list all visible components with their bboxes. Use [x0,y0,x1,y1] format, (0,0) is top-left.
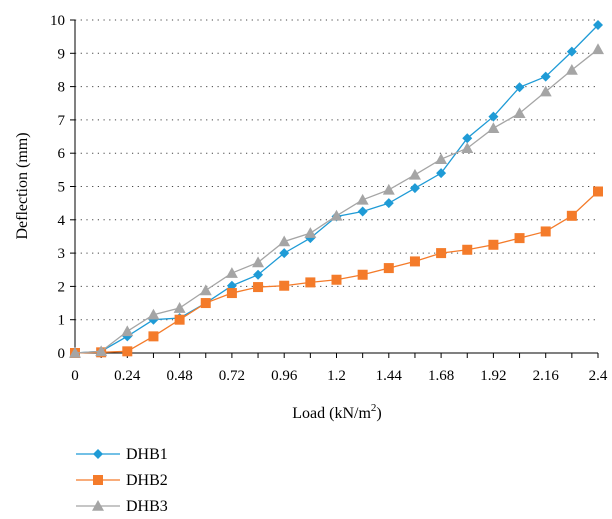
data-point-dhb3 [435,153,448,164]
x-tick-label: 0.96 [271,368,298,384]
data-point-dhb1 [540,71,551,82]
data-point-dhb1 [593,19,603,30]
data-point-dhb2 [122,346,133,357]
y-tick-label: 9 [58,46,66,62]
data-point-dhb2 [174,314,185,325]
legend-label-dhb2: DHB2 [126,472,168,489]
data-point-dhb3 [173,302,186,313]
legend-marker-dhb3 [92,500,104,511]
data-point-dhb1 [514,82,525,93]
data-point-dhb3 [95,345,108,357]
data-point-dhb2 [279,280,290,291]
y-tick-labels: 0 1 2 3 4 5 6 7 8 9 10 [50,13,66,362]
data-point-dhb1 [383,198,394,209]
data-point-dhb2 [593,186,603,197]
data-point-dhb3 [304,227,317,238]
plot-area [69,19,604,358]
data-point-dhb2 [305,277,316,288]
data-point-dhb1 [357,206,368,217]
y-tick-label: 8 [58,80,66,96]
data-point-dhb3 [147,308,160,320]
data-point-dhb2 [331,274,342,285]
legend-label-dhb1: DHB1 [126,446,168,463]
data-point-dhb3 [225,267,238,278]
x-axis-title-end: ) [376,405,381,422]
x-tick-label: 2.16 [533,368,560,384]
data-point-dhb3 [487,122,500,134]
x-tick-label: 1.92 [480,368,506,384]
data-point-dhb2 [409,256,420,267]
y-tick-label: 7 [58,113,66,129]
x-tick-label: 0 [71,368,79,384]
y-tick-label: 1 [58,313,66,329]
x-tick-label: 0.24 [114,368,141,384]
legend-item-dhb1: DHB1 [76,446,168,463]
series-dhb1 [70,19,603,358]
data-point-dhb1 [566,46,577,57]
data-point-dhb2 [383,263,394,274]
data-point-dhb2 [436,248,447,259]
legend-item-dhb2: DHB2 [76,472,168,489]
data-point-dhb3 [252,256,265,268]
data-point-dhb3 [382,183,395,195]
data-point-dhb2 [540,226,551,237]
data-point-dhb1 [462,133,473,144]
data-point-dhb3 [539,85,552,97]
x-axis-title-superscript: 2 [371,402,377,414]
data-point-dhb2 [148,331,159,342]
data-point-dhb2 [462,244,473,255]
y-tick-label: 5 [58,180,66,196]
data-point-dhb1 [409,183,420,194]
series-line-dhb3 [74,48,599,354]
x-tick-label: 0.48 [166,368,192,384]
x-tick-label: 1.44 [376,368,403,384]
data-point-dhb2 [253,282,264,293]
data-point-dhb3 [592,43,604,55]
series-line-dhb1 [74,24,599,354]
data-point-dhb1 [488,111,499,122]
data-point-dhb3 [69,347,81,358]
y-tick-label: 6 [58,146,66,162]
x-tick-label: 0.72 [219,368,245,384]
legend-marker-dhb1 [93,449,103,459]
data-point-dhb2 [226,288,237,299]
x-tick-labels: 0 0.24 0.48 0.72 0.96 1.2 1.44 1.68 1.92 2.16 2.4 [71,368,608,384]
data-point-dhb3 [461,142,474,154]
y-tick-label: 3 [58,246,66,262]
data-point-dhb3 [408,168,421,180]
axes [70,19,599,358]
y-tick-label: 4 [58,213,66,229]
data-point-dhb1 [436,168,447,179]
legend-label-dhb3: DHB3 [126,498,168,515]
data-point-dhb3 [278,235,291,247]
y-tick-label: 10 [50,13,65,29]
data-point-dhb3 [565,63,578,75]
data-point-dhb3 [330,209,343,221]
y-tick-label: 2 [58,279,66,295]
x-tick-label: 1.68 [428,368,454,384]
data-point-dhb3 [356,193,369,205]
data-point-dhb1 [279,248,290,259]
x-tick-label: 2.4 [589,368,608,384]
legend: DHB1 DHB2 DHB3 [76,446,168,515]
legend-marker-dhb2 [93,475,103,485]
y-axis-title: Deflection (mm) [14,132,31,239]
data-point-dhb2 [357,269,368,280]
legend-item-dhb3: DHB3 [76,498,168,515]
data-point-dhb2 [200,298,211,309]
data-point-dhb2 [566,210,577,221]
x-axis-title: Load (kN/m2) [292,402,381,422]
y-tick-label: 0 [58,346,66,362]
series-dhb3 [69,43,604,358]
data-point-dhb3 [121,325,134,337]
data-point-dhb3 [513,107,526,119]
data-point-dhb2 [514,233,525,244]
data-point-dhb2 [488,239,499,250]
x-tick-label: 1.2 [327,368,346,384]
data-point-dhb1 [253,269,264,280]
x-axis-title-text: Load (kN/m [292,405,371,422]
data-point-dhb3 [199,284,212,296]
